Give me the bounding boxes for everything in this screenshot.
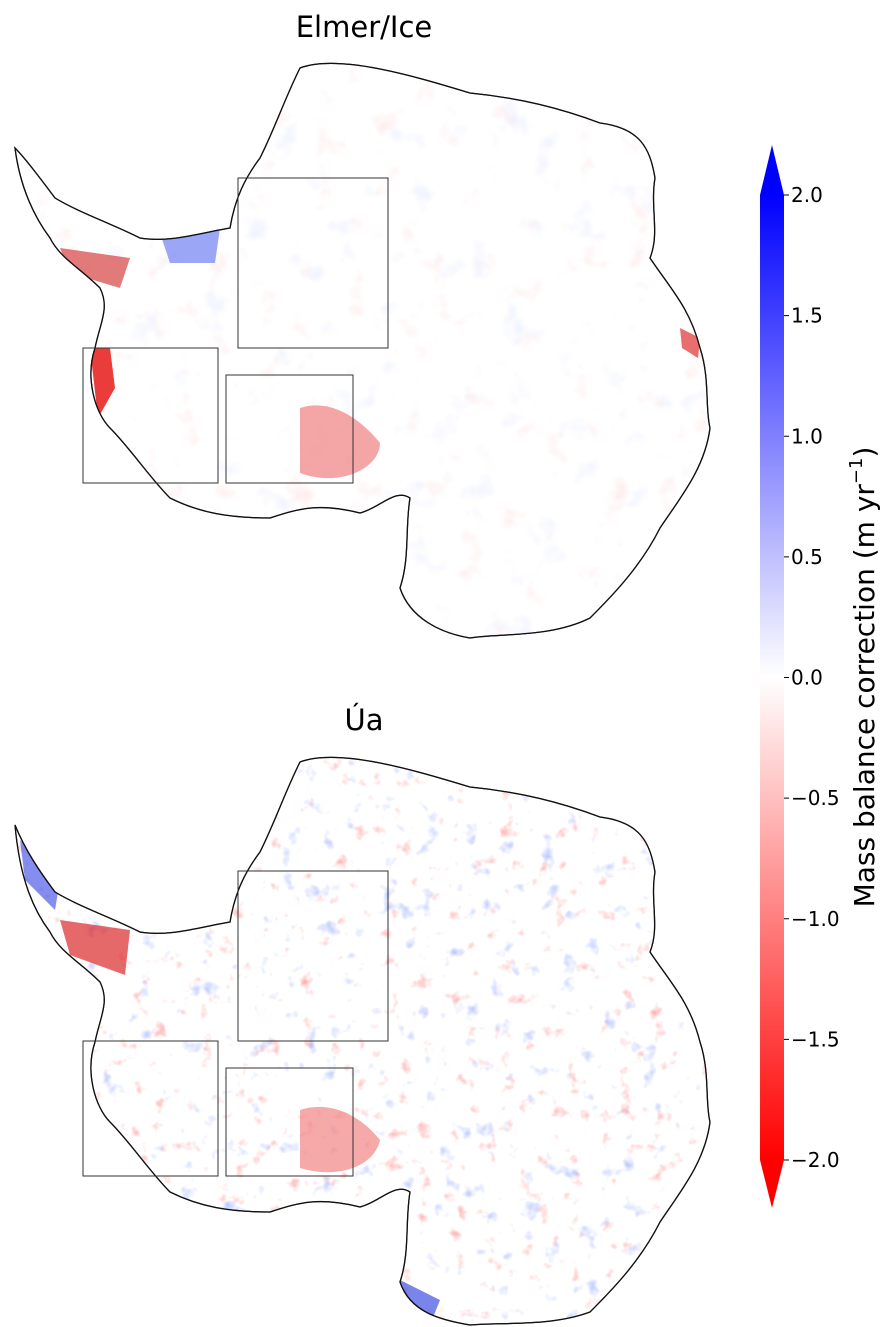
colorbar-tick-label: 2.0: [791, 183, 823, 207]
colorbar-tick-label: −0.5: [791, 786, 840, 810]
colorbar: 2.0 1.5 1.0 0.5 0.0 −0.5 −1.0 −1.5 −2.0 Mass bal…: [760, 145, 881, 1208]
colorbar-tick-label: −1.0: [791, 907, 840, 931]
colorbar-tick-label: 0.5: [791, 545, 823, 569]
colorbar-extend-top: [760, 145, 784, 195]
colorbar-gradient: [760, 195, 784, 1160]
colorbar-extend-bottom: [760, 1160, 784, 1208]
colorbar-tick-label: 1.0: [791, 424, 823, 448]
colorbar-ticks: 2.0 1.5 1.0 0.5 0.0 −0.5 −1.0 −1.5 −2.0: [784, 183, 840, 1172]
inset-box-west: [82, 347, 219, 484]
inset-box-south: [225, 374, 354, 484]
inset-box-south: [225, 1067, 354, 1177]
colorbar-tick-label: −2.0: [791, 1148, 840, 1172]
antarctica-map-ua: [14, 756, 711, 1326]
panel-title-elmer-ice: Elmer/Ice: [295, 10, 433, 44]
inset-box-east: [237, 177, 389, 349]
colorbar-tick-label: −1.5: [791, 1027, 840, 1051]
panel-title-ua: Úa: [344, 703, 384, 737]
colorbar-tick-label: 0.0: [791, 666, 823, 690]
colorbar-tick-label: 1.5: [791, 304, 823, 328]
inset-box-east: [237, 870, 389, 1042]
antarctica-map-elmer-ice: [14, 62, 711, 639]
inset-box-west: [82, 1040, 219, 1177]
colorbar-label: Mass balance correction (m yr−1): [846, 447, 881, 908]
